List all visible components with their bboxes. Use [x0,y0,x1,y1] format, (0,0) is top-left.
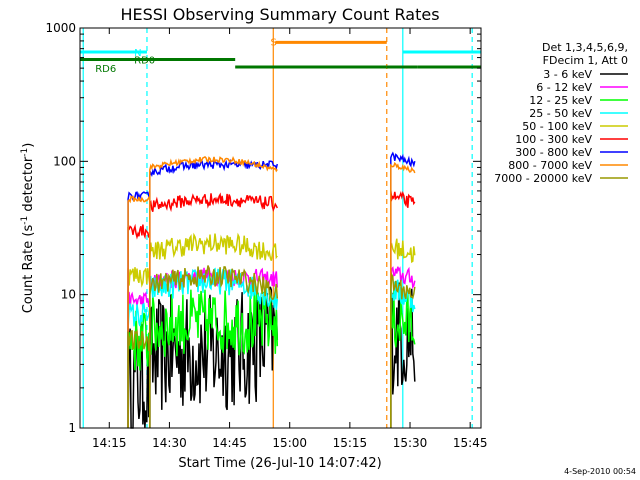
series-5-segment-0 [127,223,151,428]
legend-header-2: FDecim 1, Att 0 [543,54,628,67]
series-5-segment-2 [390,190,416,428]
series-3-segment-0 [127,302,151,428]
y-label-part-3: ) [21,143,36,148]
y-tick-label-2: 100 [53,154,76,168]
axis-ticks: 14:15 14:30 14:45 15:00 15:15 15:30 15:45 1 10 10… [45,21,487,450]
x-tick-label-0: 14:15 [92,436,127,450]
series-7-segment-2 [390,161,416,428]
series-8-segment-2 [390,272,416,428]
series-4-segment-0 [127,267,151,428]
series-6-segment-2 [390,151,416,428]
y-label-part-1: Count Rate (s [21,225,36,314]
y-label-sup-2: -1 [20,148,30,157]
annotation-rd6: RD6 [95,64,116,75]
legend-label-1: 6 - 12 keV [536,81,592,94]
annotation-rd0: RD0 [134,56,155,67]
legend-label-7: 800 - 7000 keV [508,159,592,172]
series-1-segment-0 [127,289,151,428]
series-8 [127,265,416,428]
series-0-segment-2 [390,282,416,428]
y-axis-label: Count Rate (s-1 detector-1) [20,143,36,314]
series-0-segment-1 [149,286,279,428]
series-8-segment-0 [127,329,151,428]
x-axis-label: Start Time (26-Jul-10 14:07:42) [178,456,381,471]
series-7-segment-1 [149,155,278,428]
x-tick-label-3: 15:00 [272,436,307,450]
y-label-sup-1: -1 [20,216,30,225]
series-2-segment-1 [149,289,279,428]
legend-label-2: 12 - 25 keV [529,94,592,107]
x-tick-label-1: 14:30 [152,436,187,450]
legend-label-3: 25 - 50 keV [529,107,592,120]
plot-frame [79,27,482,429]
series-8-segment-1 [149,265,279,428]
legend: Det 1,3,4,5,6,9, FDecim 1, Att 0 3 - 6 k… [494,41,628,185]
series-7-segment-0 [127,195,151,428]
annotation-s: S [270,38,276,49]
annotation-n: N [134,48,141,59]
legend-label-8: 7000 - 20000 keV [494,172,592,185]
series-4-segment-1 [149,232,278,428]
y-tick-label-1: 10 [61,288,76,302]
legend-label-6: 300 - 800 keV [515,146,592,159]
series-7 [127,155,416,428]
y-label-part-2: detector [21,156,36,216]
series-4 [127,232,416,428]
y-tick-label-0: 1 [68,421,76,435]
y-tick-label-3: 1000 [45,21,76,35]
series-4-segment-2 [390,238,416,428]
x-tick-label-4: 15:15 [333,436,368,450]
series-5-segment-1 [149,192,278,428]
legend-label-0: 3 - 6 keV [543,68,592,81]
x-tick-label-6: 15:45 [453,436,488,450]
series-5 [127,190,416,428]
series-1-segment-2 [390,266,416,428]
x-tick-label-5: 15:30 [393,436,428,450]
chart-title: HESSI Observing Summary Count Rates [120,5,439,24]
legend-label-5: 100 - 300 keV [515,133,592,146]
legend-header-1: Det 1,3,4,5,6,9, [542,41,628,54]
legend-label-4: 50 - 100 keV [522,120,592,133]
footer-date: 4-Sep-2010 00:54 [564,467,636,476]
x-tick-label-2: 14:45 [212,436,247,450]
